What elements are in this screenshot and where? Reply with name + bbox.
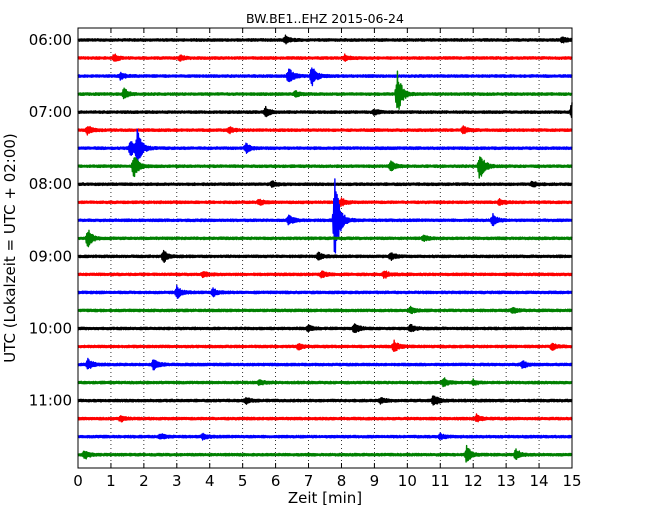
trace-line-1: [77, 53, 573, 62]
y-tick-label: 07:00: [29, 103, 72, 121]
x-axis: 0 1 2 3 4 5 6 7 8 9 10 11 12 13 14 15: [73, 28, 582, 490]
trace-line-20: [77, 395, 573, 406]
trace-line-7: [77, 156, 573, 179]
x-tick-label: 14: [530, 472, 549, 490]
y-axis: 06:00 07:00 08:00 09:00 10:00 11:00: [29, 31, 572, 410]
trace-line-3: [77, 70, 573, 110]
trace-line-0: [77, 34, 573, 45]
trace-line-2: [77, 67, 573, 87]
trace-line-17: [77, 339, 573, 352]
x-tick-label: 6: [271, 472, 281, 490]
x-tick-label: 13: [497, 472, 516, 490]
x-tick-label: 3: [172, 472, 182, 490]
y-tick-label: 06:00: [29, 31, 72, 49]
trace-line-21: [77, 413, 573, 423]
x-tick-label: 9: [370, 472, 380, 490]
trace-line-18: [77, 357, 573, 371]
y-axis-label: UTC (Lokalzeit = UTC + 02:00): [1, 133, 19, 363]
x-tick-label: 15: [562, 472, 581, 490]
plot-frame: [77, 27, 573, 469]
trace-line-6: [77, 128, 573, 163]
x-tick-label: 7: [304, 472, 314, 490]
trace-line-23: [77, 444, 573, 463]
trace-line-13: [77, 270, 573, 279]
x-tick-label: 1: [106, 472, 116, 490]
x-tick-label: 12: [464, 472, 483, 490]
trace-line-5: [77, 125, 573, 136]
y-tick-label: 09:00: [29, 247, 72, 265]
trace-line-9: [77, 197, 573, 208]
x-tick-label: 10: [398, 472, 417, 490]
trace-line-19: [77, 377, 573, 388]
trace-line-10: [77, 178, 573, 254]
y-tick-label: 10:00: [29, 319, 72, 337]
x-tick-label: 5: [238, 472, 248, 490]
x-tick-label: 11: [431, 472, 450, 490]
trace-line-4: [77, 102, 573, 118]
y-tick-label: 08:00: [29, 175, 72, 193]
trace-line-14: [77, 284, 573, 299]
trace-line-12: [77, 249, 573, 264]
vertical-grid: [110, 28, 540, 468]
x-tick-label: 8: [337, 472, 347, 490]
x-axis-label: Zeit [min]: [288, 489, 362, 507]
chart-title: BW.BE1..EHZ 2015-06-24: [246, 11, 404, 26]
trace-line-15: [77, 305, 573, 315]
trace-line-16: [77, 323, 573, 334]
trace-line-8: [77, 180, 573, 188]
x-tick-label: 0: [73, 472, 83, 490]
x-tick-label: 4: [205, 472, 215, 490]
trace-line-11: [77, 229, 573, 248]
traces: [77, 34, 573, 463]
x-tick-label: 2: [139, 472, 149, 490]
trace-line-22: [77, 432, 573, 441]
y-tick-label: 11:00: [29, 392, 72, 410]
